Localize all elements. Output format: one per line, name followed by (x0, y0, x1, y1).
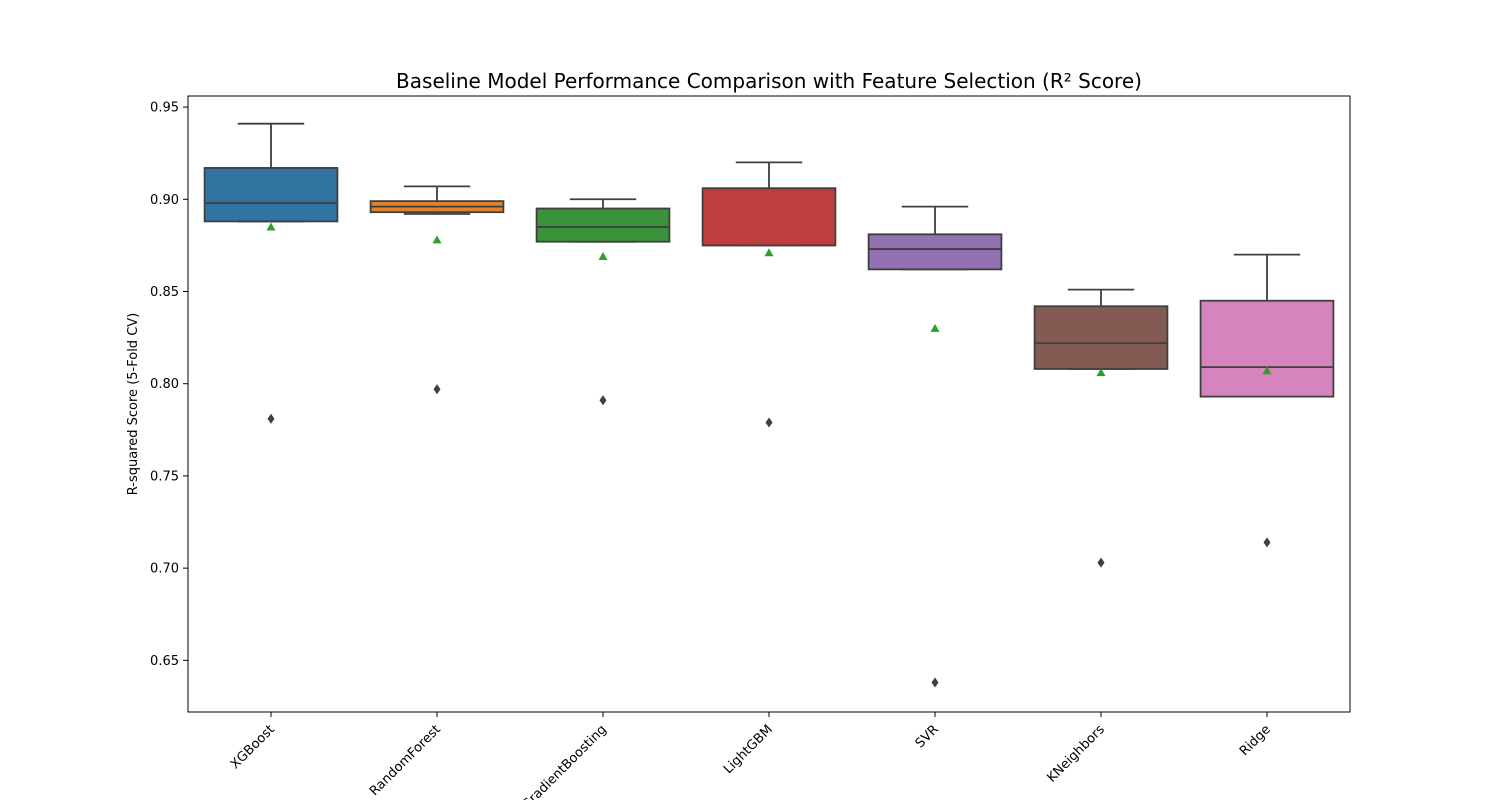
mean-marker (598, 251, 608, 260)
y-tick-label: 0.70 (150, 562, 179, 577)
x-tick-label: Ridge (1237, 722, 1274, 759)
x-tick-label: KNeighbors (1044, 722, 1108, 786)
mean-marker (764, 248, 774, 257)
x-tick-label: GradientBoosting (519, 722, 610, 800)
outlier-point (433, 384, 441, 395)
x-tick-label: LightGBM (721, 722, 776, 777)
y-tick-label: 0.90 (150, 193, 179, 208)
box-lightgbm (701, 187, 837, 247)
outlier-point (1097, 557, 1105, 568)
box-kneighbors (1033, 305, 1169, 370)
y-tick-label: 0.85 (150, 285, 179, 300)
y-tick-label: 0.75 (150, 469, 179, 484)
mean-marker (930, 323, 940, 332)
outlier-point (765, 417, 773, 428)
outlier-point (931, 677, 939, 688)
mean-marker (432, 235, 442, 244)
box-xgboost (203, 167, 339, 223)
y-tick-label: 0.95 (150, 101, 179, 116)
outlier-point (1263, 537, 1271, 548)
plot-frame (187, 95, 1351, 713)
mean-marker (266, 222, 276, 231)
y-tick-label: 0.65 (150, 654, 179, 669)
x-tick-label: SVR (913, 722, 942, 751)
box-svr (867, 233, 1003, 271)
plot-area: 0.65 0.70 0.75 0.80 0.85 0.90 0.95 XGBoost Rando… (150, 95, 1351, 800)
y-axis-label: R-squared Score (5-Fold CV) (126, 313, 141, 495)
outlier-point (267, 413, 275, 424)
mean-marker (1096, 368, 1106, 377)
box-ridge (1199, 299, 1335, 398)
box-gradientboosting (535, 207, 671, 243)
y-tick-label: 0.80 (150, 377, 179, 392)
outlier-point (599, 395, 607, 406)
mean-marker (1262, 366, 1272, 375)
chart-title: Baseline Model Performance Comparison wi… (396, 69, 1142, 93)
x-tick-label: XGBoost (228, 722, 278, 772)
x-tick-label: RandomForest (367, 722, 444, 799)
